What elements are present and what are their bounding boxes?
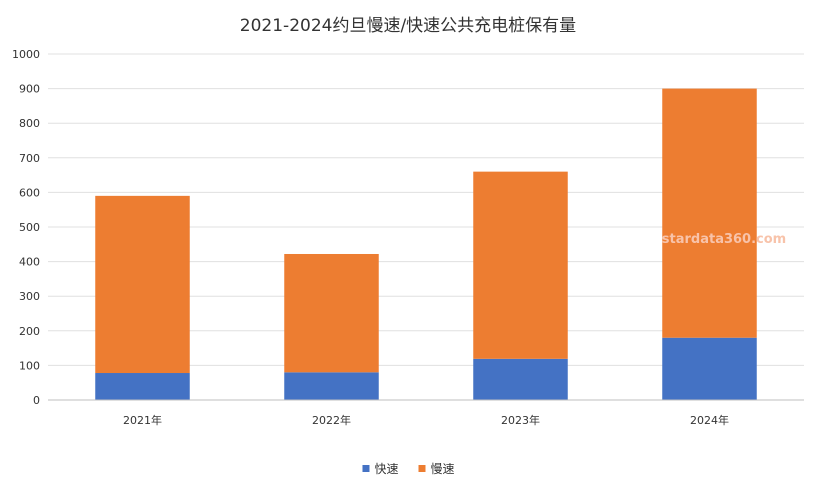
y-tick-label: 0: [33, 394, 40, 407]
bar-快速-2023年: [473, 358, 568, 400]
x-tick-label: 2024年: [690, 413, 729, 427]
bar-慢速-2022年: [284, 253, 379, 373]
x-tick-labels: 2021年 2022年 2023年 2024年: [123, 413, 729, 427]
y-tick-label: 400: [19, 256, 40, 269]
plot-area: [95, 88, 757, 400]
bar-快速-2022年: [284, 372, 379, 400]
x-tick-label: 2021年: [123, 413, 162, 427]
legend-swatch: [362, 465, 370, 472]
y-tick-label: 500: [19, 221, 40, 234]
legend-item-慢速[interactable]: 慢速: [418, 462, 455, 476]
y-tick-label: 300: [19, 290, 40, 303]
bar-慢速-2021年: [95, 195, 190, 374]
legend-label: 快速: [374, 462, 398, 476]
chart-title: 2021-2024约旦慢速/快速公共充电桩保有量: [240, 15, 576, 36]
y-tick-label: 800: [19, 117, 40, 130]
y-tick-label: 1000: [12, 48, 40, 61]
bar-慢速-2023年: [473, 171, 568, 359]
y-tick-label: 200: [19, 325, 40, 338]
legend-label: 慢速: [431, 462, 455, 476]
y-tick-label: 900: [19, 83, 40, 96]
y-axis: 0 100 200 300 400 500 600 700 800 900 1000: [12, 48, 40, 407]
legend-swatch: [418, 465, 426, 472]
legend-item-快速[interactable]: 快速: [362, 462, 399, 476]
bar-快速-2024年: [662, 337, 757, 400]
x-tick-label: 2022年: [312, 413, 351, 427]
y-tick-label: 600: [19, 186, 40, 199]
bar-快速-2021年: [95, 373, 190, 400]
bar-慢速-2024年: [662, 88, 757, 338]
y-tick-label: 100: [19, 359, 40, 372]
y-tick-label: 700: [19, 152, 40, 165]
legend: 快速 慢速: [362, 462, 455, 476]
x-tick-label: 2023年: [501, 413, 540, 427]
watermark: stardata360.com: [662, 232, 786, 247]
